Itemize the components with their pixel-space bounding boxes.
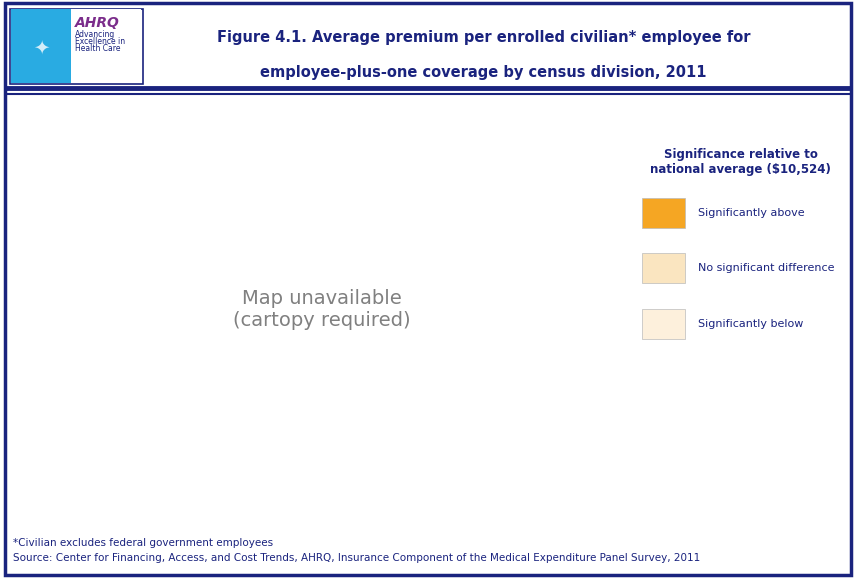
Bar: [642, 253, 685, 283]
Text: Significantly above: Significantly above: [698, 208, 805, 218]
Bar: [642, 309, 685, 339]
Text: Source: Center for Financing, Access, and Cost Trends, AHRQ, Insurance Component: Source: Center for Financing, Access, an…: [13, 553, 700, 564]
Text: No significant difference: No significant difference: [698, 263, 834, 273]
Text: Excellence in: Excellence in: [75, 37, 126, 46]
Text: Significance relative to
national average ($10,524): Significance relative to national averag…: [650, 148, 831, 176]
Bar: [11, 9, 71, 83]
Bar: [642, 198, 685, 228]
Bar: [71, 9, 141, 83]
Text: AHRQ: AHRQ: [75, 16, 120, 30]
Text: *Civilian excludes federal government employees: *Civilian excludes federal government em…: [13, 538, 273, 549]
Text: Significantly below: Significantly below: [698, 318, 803, 329]
Bar: [10, 9, 143, 84]
Text: Figure 4.1. Average premium per enrolled civilian* employee for: Figure 4.1. Average premium per enrolled…: [217, 30, 751, 45]
Text: Advancing: Advancing: [75, 30, 116, 39]
Text: Map unavailable
(cartopy required): Map unavailable (cartopy required): [233, 289, 410, 329]
Text: employee-plus-one coverage by census division, 2011: employee-plus-one coverage by census div…: [260, 65, 707, 80]
Text: Health Care: Health Care: [75, 44, 121, 53]
Text: ✦: ✦: [33, 38, 50, 57]
